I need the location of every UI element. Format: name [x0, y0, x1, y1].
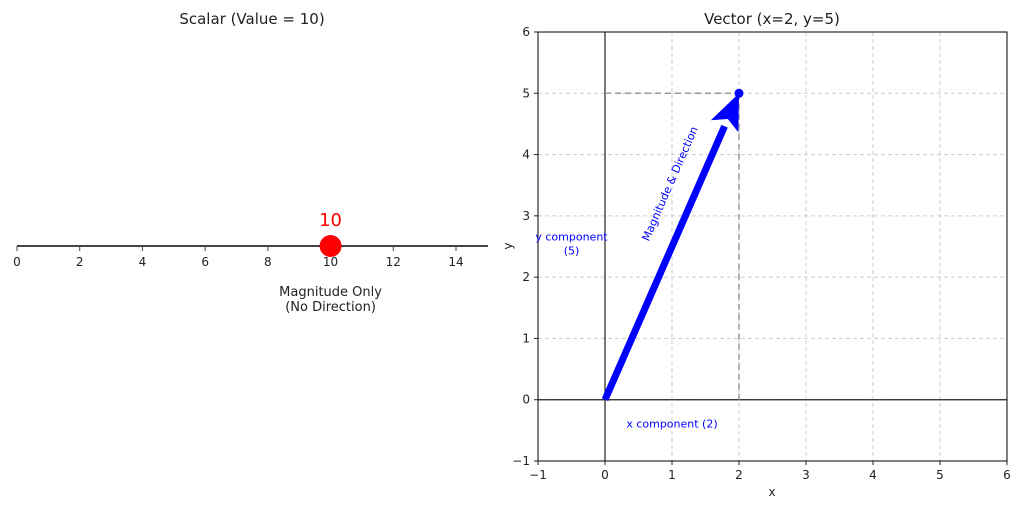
scalar-annotation-line-1: Magnitude Only: [279, 285, 382, 300]
x-axis-label: x: [768, 485, 775, 499]
x-tick-label: −1: [529, 468, 547, 482]
y-tick-label: 0: [522, 393, 530, 407]
scalar-tick-label: 12: [386, 255, 401, 269]
x-tick-label: 6: [1003, 468, 1011, 482]
scalar-value-label: 10: [319, 210, 342, 231]
x-ticks: −1 0 1 2 3 4 5 6: [529, 461, 1011, 482]
plot-frame: [537, 31, 1008, 462]
scalar-panel: Scalar (Value = 10) 0 2 4 6 8 10 12 14 10 Magni…: [13, 10, 488, 315]
scalar-tick-label: 4: [139, 255, 147, 269]
scalar-point: [319, 235, 342, 257]
scalar-tick-label: 0: [13, 255, 21, 269]
x-tick-label: 2: [735, 468, 743, 482]
vector-shaft: [601, 124, 728, 402]
vector-arrow: [601, 88, 744, 402]
scalar-tick-label: 10: [323, 255, 338, 269]
scalar-tick-label: 2: [76, 255, 84, 269]
y-tick-label: 6: [522, 25, 530, 39]
y-tick-label: 2: [522, 270, 530, 284]
y-tick-label: 1: [522, 331, 530, 345]
y-ticks: −1 0 1 2 3 4 5 6: [512, 25, 538, 468]
vector-arrowhead: [710, 93, 739, 133]
scalar-ticks: 0 2 4 6 8 10 12 14: [13, 246, 464, 269]
component-lines: [605, 92, 740, 400]
scalar-tick-label: 6: [201, 255, 209, 269]
scalar-annotation-line-2: (No Direction): [285, 300, 376, 315]
x-tick-label: 0: [601, 468, 609, 482]
x-tick-label: 5: [936, 468, 944, 482]
vector-label: Magnitude & Direction: [639, 125, 700, 243]
y-component-label-line-1: y component: [535, 230, 608, 243]
x-tick-label: 3: [802, 468, 810, 482]
y-axis-label: y: [501, 242, 515, 249]
y-tick-label: 4: [522, 148, 530, 162]
y-tick-label: −1: [512, 454, 530, 468]
x-tick-label: 4: [869, 468, 877, 482]
vector-panel: Vector (x=2, y=5) −1 0 1 2 3 4 5 6 −1 0 1 2 3 4 5 6 x …: [501, 10, 1011, 499]
y-tick-label: 5: [522, 86, 530, 100]
vector-title: Vector (x=2, y=5): [704, 10, 840, 28]
scalar-title: Scalar (Value = 10): [179, 10, 324, 28]
scalar-tick-label: 8: [264, 255, 272, 269]
x-component-label: x component (2): [626, 417, 717, 430]
y-component-label-line-2: (5): [564, 244, 580, 257]
y-tick-label: 3: [522, 209, 530, 223]
zero-axes: [538, 32, 1007, 461]
vector-tip-point: [734, 88, 744, 98]
scalar-tick-label: 14: [448, 255, 463, 269]
x-tick-label: 1: [668, 468, 676, 482]
